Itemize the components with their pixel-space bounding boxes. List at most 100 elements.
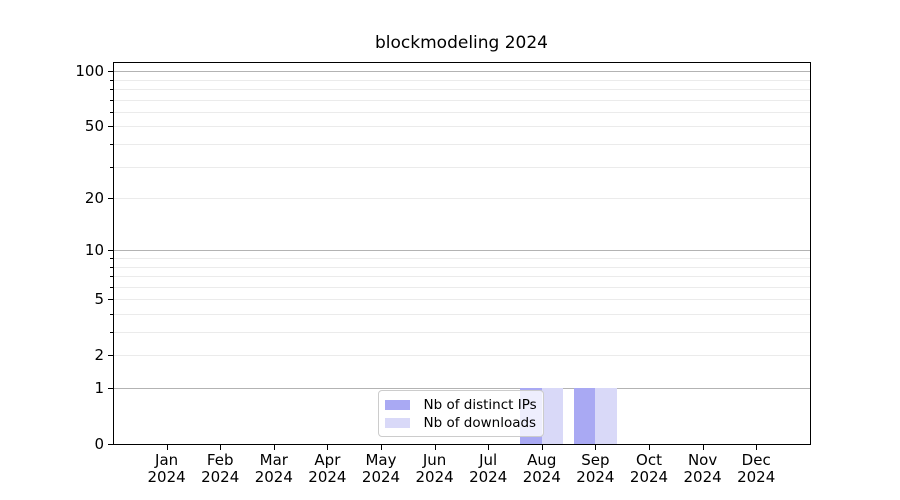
month-label-year: 2024 (147, 467, 186, 486)
bar-downloads (595, 388, 617, 444)
month-label: Jul 2024 (460, 452, 516, 485)
y-minor-tick-mark (110, 266, 113, 268)
y-tick-label: 5 (94, 289, 104, 308)
gridline-major (113, 388, 810, 390)
y-minor-tick-mark (110, 258, 113, 260)
month-label: Dec 2024 (728, 452, 784, 485)
gridline-minor (113, 198, 810, 200)
legend-item-downloads: Nb of downloads (384, 414, 543, 431)
legend-swatch-distinct-ips (384, 399, 410, 410)
x-tick-mark (327, 445, 329, 450)
legend-label-downloads: Nb of downloads (423, 414, 537, 431)
x-tick-mark (595, 445, 597, 450)
gridline-minor (113, 79, 810, 81)
gridline-major (113, 250, 810, 252)
month-label: May 2024 (353, 452, 409, 485)
x-tick-mark (220, 445, 222, 450)
month-label-year: 2024 (629, 467, 669, 486)
month-label-name: Dec (741, 451, 771, 469)
y-tick-label: 100 (75, 61, 104, 80)
y-tick-label: 50 (84, 116, 104, 135)
y-tick-mark (107, 355, 113, 357)
gridline-minor (113, 258, 810, 260)
month-label-name: Aug (527, 451, 557, 469)
month-label-name: Apr (314, 451, 341, 469)
month-label: Jan 2024 (139, 452, 195, 485)
y-minor-tick-mark (110, 89, 113, 91)
month-label-name: Nov (687, 451, 718, 469)
y-tick-mark (107, 299, 113, 301)
month-label-year: 2024 (361, 467, 401, 486)
gridline-minor (113, 276, 810, 278)
month-label-year: 2024 (576, 467, 615, 486)
month-label-name: Jun (422, 451, 447, 469)
y-tick-mark (107, 126, 113, 128)
y-tick-label: 10 (84, 240, 104, 259)
gridline-minor (113, 286, 810, 288)
month-label: Oct 2024 (621, 452, 677, 485)
gridline-minor (113, 166, 810, 168)
y-minor-tick-mark (110, 166, 113, 168)
y-minor-tick-mark (110, 286, 113, 288)
month-label: Feb 2024 (192, 452, 248, 485)
y-minor-tick-mark (110, 314, 113, 316)
month-label: Nov 2024 (675, 452, 731, 485)
month-label-year: 2024 (308, 467, 347, 486)
gridline-minor (113, 112, 810, 113)
x-tick-mark (166, 445, 168, 450)
y-minor-tick-mark (110, 99, 113, 101)
gridline-minor (113, 89, 810, 91)
month-label-year: 2024 (469, 467, 508, 486)
month-label-name: Oct (636, 451, 662, 469)
legend-label-distinct-ips: Nb of distinct IPs (423, 396, 537, 413)
month-label-name: May (365, 451, 397, 469)
month-label: Sep 2024 (567, 452, 623, 485)
month-label-year: 2024 (683, 467, 722, 486)
chart-title: blockmodeling 2024 (375, 33, 548, 53)
x-tick-mark (488, 445, 490, 450)
month-label-year: 2024 (737, 467, 776, 486)
month-label-year: 2024 (254, 467, 293, 486)
x-tick-mark (541, 445, 543, 450)
y-tick-mark (107, 71, 113, 73)
month-label: Mar 2024 (246, 452, 302, 485)
x-tick-mark (649, 445, 650, 450)
y-tick-mark (107, 444, 113, 445)
month-label-name: Jul (479, 451, 498, 469)
y-tick-label: 1 (94, 378, 104, 397)
bar-distinct-ips (574, 388, 596, 444)
x-tick-mark (273, 445, 275, 450)
month-label-year: 2024 (201, 467, 240, 486)
y-minor-tick-mark (110, 112, 113, 113)
y-tick-label: 2 (94, 345, 104, 364)
month-label: Jun 2024 (407, 452, 463, 485)
x-tick-mark (756, 445, 758, 450)
y-tick-label: 20 (84, 188, 104, 207)
x-tick-mark (381, 445, 382, 450)
y-minor-tick-mark (110, 276, 113, 278)
y-minor-tick-mark (110, 79, 113, 81)
gridline-minor (113, 126, 810, 128)
bar-downloads (541, 388, 564, 444)
gridline-minor (113, 299, 810, 301)
gridline-minor (113, 355, 810, 357)
y-tick-mark (107, 198, 113, 200)
x-tick-mark (434, 445, 436, 450)
y-tick-mark (107, 250, 113, 252)
month-label-name: Jan (155, 451, 179, 469)
x-tick-mark (702, 445, 704, 450)
gridline-minor (113, 144, 810, 146)
y-minor-tick-mark (110, 144, 113, 146)
month-label-year: 2024 (415, 467, 454, 486)
month-label-year: 2024 (522, 467, 561, 486)
legend: Nb of distinct IPs Nb of downloads (377, 390, 544, 437)
gridline-minor (113, 99, 810, 101)
gridline-major (113, 71, 810, 73)
plot-area (112, 61, 811, 445)
gridline-minor (113, 332, 810, 334)
gridline-minor (113, 314, 810, 316)
y-tick-label: 0 (94, 434, 104, 453)
y-minor-tick-mark (110, 332, 113, 334)
legend-swatch-downloads (384, 417, 410, 428)
